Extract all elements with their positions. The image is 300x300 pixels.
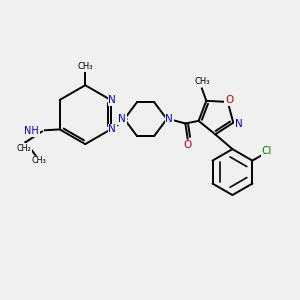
Text: CH₃: CH₃ [194, 77, 210, 86]
Text: O: O [184, 140, 192, 150]
Text: N: N [108, 124, 116, 134]
Text: CH₂: CH₂ [16, 144, 31, 153]
Text: N: N [165, 114, 173, 124]
Text: Cl: Cl [262, 146, 272, 156]
Text: N: N [235, 119, 242, 129]
Text: N: N [118, 114, 126, 124]
Text: N: N [108, 95, 116, 105]
Text: O: O [225, 95, 233, 106]
Text: CH₃: CH₃ [32, 156, 46, 165]
Text: CH₃: CH₃ [77, 62, 93, 71]
Text: NH: NH [24, 126, 39, 136]
